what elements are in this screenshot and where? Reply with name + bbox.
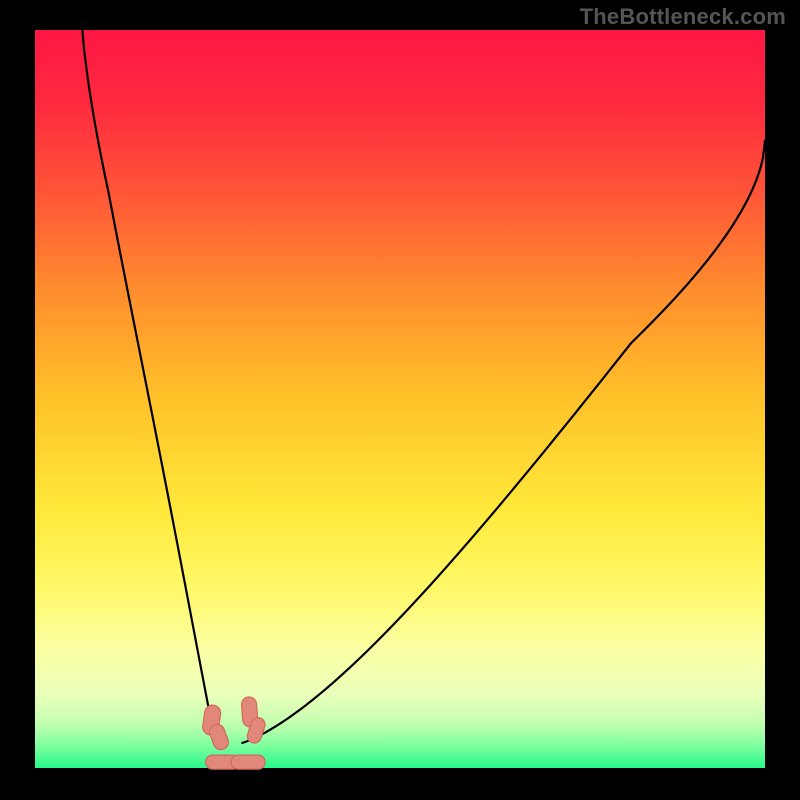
watermark-text: TheBottleneck.com <box>580 4 786 30</box>
valley-marker <box>231 755 265 769</box>
plot-background <box>35 30 765 768</box>
chart-canvas: TheBottleneck.com <box>0 0 800 800</box>
chart-svg <box>0 0 800 800</box>
